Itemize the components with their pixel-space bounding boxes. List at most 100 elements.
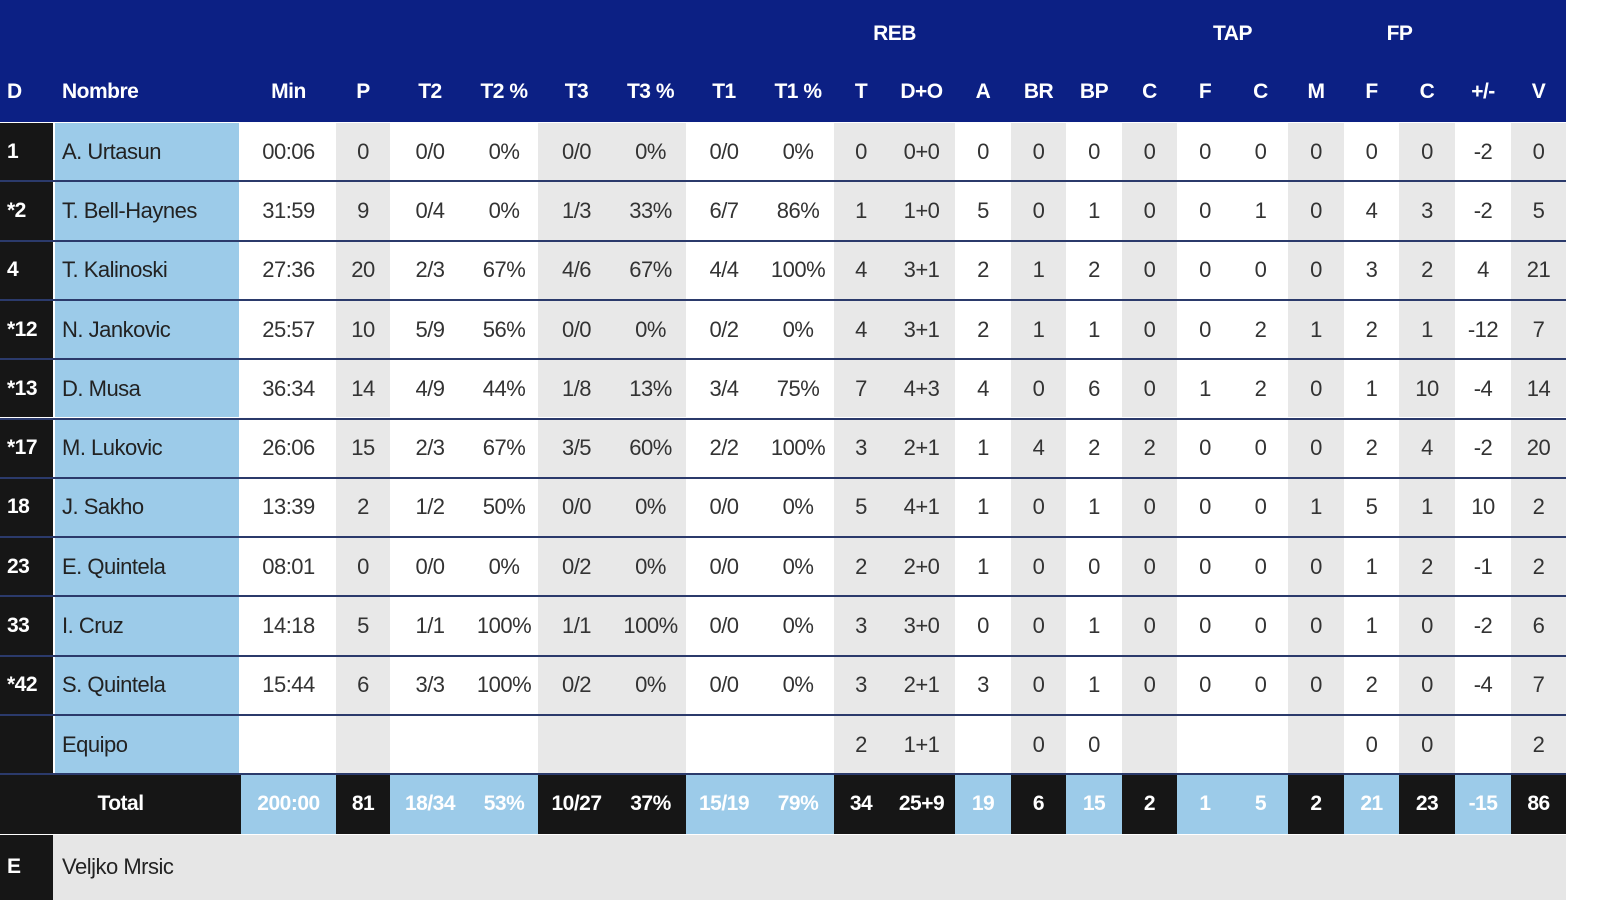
stat-cell: 0	[1177, 300, 1233, 359]
dorsal: 18	[0, 478, 53, 537]
stat-cell: 0	[1122, 538, 1177, 596]
stat-cell: 2	[1344, 656, 1399, 714]
stat-cell: 3	[1344, 241, 1399, 299]
column-label: V	[1531, 80, 1546, 103]
stat-cell: 0%	[762, 123, 834, 181]
stat-cell: 0	[1177, 597, 1233, 655]
stat-cell: 0	[1511, 123, 1566, 181]
group-label: REB	[873, 22, 916, 45]
stat-cell	[1177, 716, 1233, 774]
group-label: FP	[1386, 22, 1413, 45]
total-cell: 2	[1288, 775, 1344, 834]
stat-cell	[955, 716, 1011, 774]
stat-cell: 0	[1011, 123, 1066, 181]
stat-cell: 1+1	[888, 716, 955, 774]
stat-cell: -2	[1455, 123, 1511, 181]
stat-cell: 2+1	[888, 656, 955, 714]
stat-cell: -1	[1455, 538, 1511, 596]
stat-cell: 5	[1344, 478, 1399, 537]
stat-cell: 4	[1455, 241, 1511, 299]
stat-cell	[1288, 716, 1344, 774]
stat-cell: 1	[1233, 182, 1288, 240]
stat-cell: 0%	[762, 597, 834, 655]
stat-cell	[1233, 716, 1288, 774]
stat-cell: 0%	[762, 538, 834, 596]
stat-cell: 0	[1177, 123, 1233, 181]
stat-cell: 1	[1288, 478, 1344, 537]
stat-cell: 0	[1233, 241, 1288, 299]
stat-cell: 0	[1399, 597, 1455, 655]
stat-cell: 3	[1399, 182, 1455, 240]
stat-cell: 0	[1066, 123, 1122, 181]
stat-cell: 3	[955, 656, 1011, 714]
stat-cell: 3/3	[390, 656, 470, 714]
row-line	[0, 417, 1566, 420]
stat-cell: 31:59	[241, 182, 336, 240]
column-label: D	[7, 80, 22, 103]
stat-cell: 1	[1177, 360, 1233, 418]
stat-cell: 0	[1233, 123, 1288, 181]
stat-cell: 5/9	[390, 300, 470, 359]
stat-cell: 0	[1011, 478, 1066, 537]
dorsal: *42	[0, 656, 53, 714]
player-name: I. Cruz	[55, 597, 239, 655]
stat-cell: 1	[1344, 360, 1399, 418]
stat-cell: 0	[1122, 656, 1177, 714]
stat-cell: 2	[1344, 300, 1399, 359]
column-label: BP	[1079, 80, 1109, 103]
stat-cell: 0	[1233, 419, 1288, 477]
stat-cell: -4	[1455, 656, 1511, 714]
stat-cell: 9	[336, 182, 390, 240]
stat-cell: 4/6	[538, 241, 615, 299]
column-label: F	[1198, 80, 1212, 103]
coach-band	[0, 834, 1566, 900]
total-cell: 34	[834, 775, 888, 834]
stat-cell: 4/4	[686, 241, 762, 299]
stat-cell: 2	[1399, 241, 1455, 299]
stat-cell: 2	[1122, 419, 1177, 477]
stat-cell: -2	[1455, 597, 1511, 655]
stat-cell	[470, 716, 538, 774]
column-label: Min	[271, 80, 306, 103]
stat-cell: 7	[1511, 300, 1566, 359]
stat-cell: 13:39	[241, 478, 336, 537]
stat-cell: 0	[1011, 716, 1066, 774]
stat-cell: 2	[1344, 419, 1399, 477]
stat-cell: 0	[336, 538, 390, 596]
stat-cell: 4	[955, 360, 1011, 418]
stat-cell: -4	[1455, 360, 1511, 418]
stat-cell	[336, 716, 390, 774]
coach-label: E	[0, 834, 53, 900]
stat-cell: 0	[1177, 241, 1233, 299]
stat-cell: 5	[834, 478, 888, 537]
stat-cell: 1	[1066, 597, 1122, 655]
column-label: A	[975, 80, 991, 103]
stat-cell: 0	[1122, 478, 1177, 537]
stat-cell: 0%	[615, 300, 686, 359]
row-line	[0, 180, 1566, 183]
stat-cell: 0	[1233, 538, 1288, 596]
stat-cell: 0	[1177, 478, 1233, 537]
stat-cell: 21	[1511, 241, 1566, 299]
stat-cell: 0	[1288, 123, 1344, 181]
stat-cell: 60%	[615, 419, 686, 477]
dorsal: 4	[0, 241, 53, 299]
stat-cell: 1	[1066, 182, 1122, 240]
stat-cell: 1	[955, 419, 1011, 477]
stat-cell: 4	[1399, 419, 1455, 477]
stat-cell: 2+1	[888, 419, 955, 477]
stat-cell: 6	[1066, 360, 1122, 418]
stat-cell: 0/0	[538, 123, 615, 181]
stat-cell: 3	[834, 656, 888, 714]
stat-cell: 33%	[615, 182, 686, 240]
dorsal: 1	[0, 123, 53, 181]
stat-cell: 0/2	[538, 538, 615, 596]
stat-cell: 1/1	[538, 597, 615, 655]
stat-cell: 2+0	[888, 538, 955, 596]
stat-cell: 0	[1344, 123, 1399, 181]
row-line	[0, 358, 1566, 361]
total-cell: 18/34	[390, 775, 470, 834]
stat-cell	[1455, 716, 1511, 774]
dorsal: *12	[0, 300, 53, 359]
stat-cell: 1/2	[390, 478, 470, 537]
